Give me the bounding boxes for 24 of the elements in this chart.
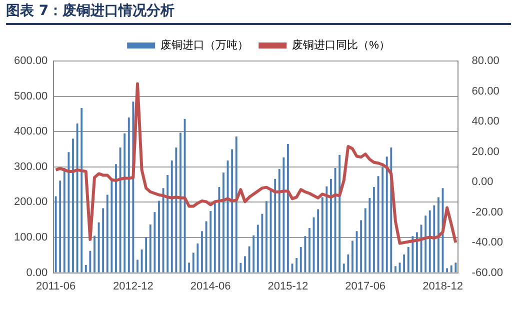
y-tick-label: 200.00 — [14, 196, 48, 208]
y2-tick-label: -60.00 — [472, 266, 504, 279]
chart-title: 图表 7：废铜进口情况分析 — [6, 2, 511, 25]
y2-tick-label: 0.00 — [472, 176, 494, 188]
y2-tick-label: -40.00 — [472, 236, 504, 249]
y2-tick-label: -20.00 — [472, 206, 504, 218]
y2-tick-label: 80.00 — [472, 55, 500, 68]
y-tick-label: 600.00 — [14, 55, 48, 68]
y2-tick-label: 20.00 — [472, 146, 500, 158]
y-tick-label: 400.00 — [14, 126, 48, 138]
x-tick-label: 2018-12 — [422, 280, 463, 292]
y-tick-label: 300.00 — [14, 160, 48, 173]
legend-label: 废铜进口（万吨） — [160, 38, 249, 52]
x-tick-label: 2012-12 — [113, 280, 154, 292]
y2-tick-label: 60.00 — [472, 85, 500, 98]
y-tick-label: 0.00 — [26, 266, 48, 279]
y-tick-label: 100.00 — [14, 232, 48, 244]
x-tick-label: 2014-06 — [190, 280, 231, 292]
legend-label: 废铜进口同比（%） — [292, 38, 390, 52]
y2-tick-label: 40.00 — [472, 116, 500, 128]
x-tick-label: 2017-06 — [345, 280, 386, 292]
x-tick-label: 2015-12 — [268, 280, 308, 292]
x-tick-label: 2011-06 — [36, 280, 76, 292]
y-tick-label: 500.00 — [14, 90, 48, 102]
